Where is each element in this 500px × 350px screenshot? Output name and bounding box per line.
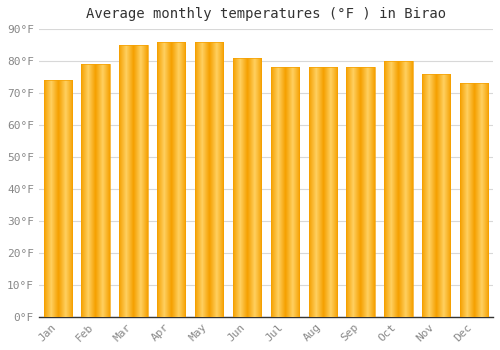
- Title: Average monthly temperatures (°F ) in Birao: Average monthly temperatures (°F ) in Bi…: [86, 7, 446, 21]
- Bar: [460, 83, 488, 317]
- Bar: [157, 42, 186, 317]
- Bar: [233, 58, 261, 317]
- Bar: [384, 61, 412, 317]
- Bar: [44, 80, 72, 317]
- Bar: [119, 45, 148, 317]
- Bar: [422, 74, 450, 317]
- Bar: [82, 64, 110, 317]
- Bar: [195, 42, 224, 317]
- Bar: [346, 68, 375, 317]
- Bar: [308, 68, 337, 317]
- Bar: [270, 68, 299, 317]
